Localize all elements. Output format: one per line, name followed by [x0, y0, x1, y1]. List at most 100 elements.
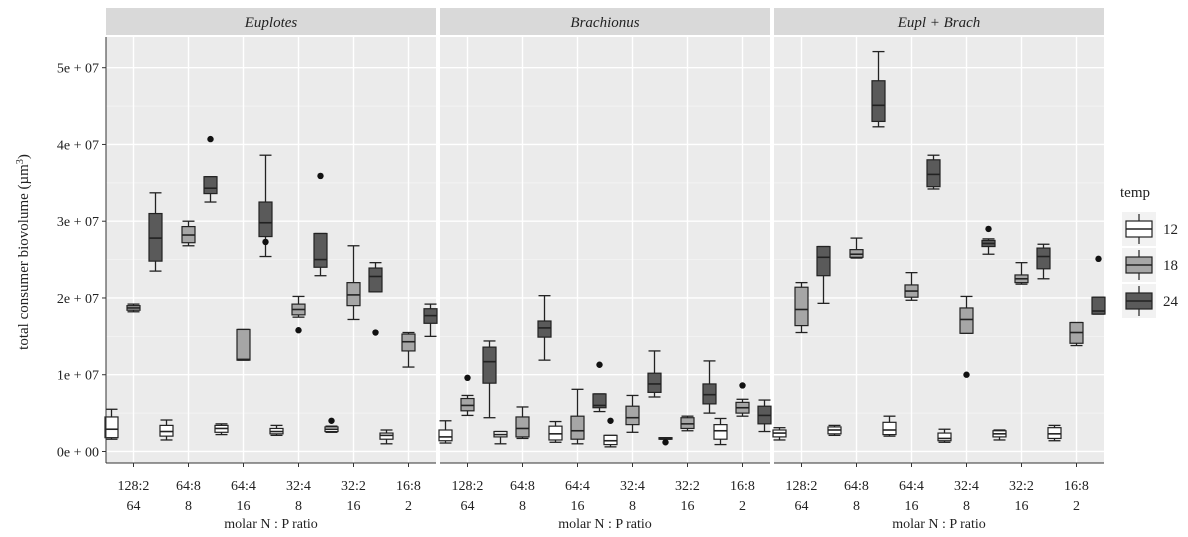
box-12 [548, 420, 563, 443]
x-tick-label-ratio: 64:4 [899, 479, 924, 494]
y-tick-label: 2e + 07 [57, 292, 99, 307]
box-12 [713, 417, 728, 446]
x-tick-label-ratio: 32:2 [675, 479, 700, 494]
box-body [647, 372, 662, 393]
box-24 [647, 350, 662, 398]
box-12 [827, 424, 842, 437]
facet-panel: Euplotes 128:2 64 64:8 8 64:4 16 32:4 8 32:2 16 16:… [104, 8, 438, 532]
x-tick-label-value: 8 [185, 499, 192, 514]
legend-key-18: 18 [1122, 248, 1178, 282]
x-tick-label-ratio: 64:8 [844, 479, 869, 494]
box-24 [871, 50, 886, 128]
x-tick-label-ratio: 16:8 [1064, 479, 1089, 494]
x-axis-label: molar N : P ratio [892, 517, 986, 532]
x-tick-label-value: 64 [127, 499, 141, 514]
box-12 [658, 437, 673, 446]
box-body [537, 320, 552, 338]
outlier-point [295, 327, 302, 334]
box-body [570, 415, 585, 440]
legend-label: 18 [1163, 258, 1178, 274]
outlier-point [328, 417, 335, 424]
x-tick-label-ratio: 64:4 [231, 479, 256, 494]
legend-key-12: 12 [1122, 212, 1178, 246]
box-body [258, 201, 273, 238]
box-body [1036, 247, 1051, 270]
box-body [1091, 296, 1106, 315]
legend: temp 12 18 24 [1120, 185, 1179, 318]
box-18 [401, 331, 416, 368]
y-tick-label: 5e + 07 [57, 62, 99, 77]
outlier-point [596, 361, 603, 368]
outlier-point [262, 238, 269, 246]
box-12 [324, 417, 339, 433]
legend-title: temp [1120, 185, 1150, 201]
box-24 [258, 154, 273, 258]
outlier-point [662, 439, 669, 446]
box-body [937, 432, 952, 442]
x-tick-label-value: 16 [681, 499, 695, 514]
x-tick-label-value: 16 [905, 499, 919, 514]
box-12 [214, 423, 229, 436]
box-body [236, 328, 251, 361]
outlier-point [317, 172, 324, 180]
box-24 [926, 154, 941, 190]
box-24 [368, 262, 383, 336]
box-body [482, 346, 497, 384]
y-axis-label: total consumer biovolume (µm3) [15, 154, 33, 350]
outlier-point [607, 417, 614, 424]
box-18 [126, 303, 141, 313]
legend-label: 24 [1163, 294, 1179, 310]
box-body [313, 232, 328, 268]
box-body [625, 405, 640, 426]
box-body [438, 429, 453, 442]
box-body [871, 80, 886, 123]
box-24 [482, 340, 497, 419]
x-tick-label-value: 16 [571, 499, 585, 514]
outlier-point [207, 135, 214, 143]
facet-panels: Euplotes 128:2 64 64:8 8 64:4 16 32:4 8 32:2 16 16:… [104, 8, 1106, 532]
box-body [959, 307, 974, 334]
box-24 [702, 360, 717, 414]
box-24 [1091, 255, 1106, 315]
box-24 [592, 361, 607, 413]
box-18 [735, 382, 750, 417]
facet-title: Eupl + Brach [897, 15, 981, 31]
box-18 [680, 415, 695, 432]
box-18 [570, 388, 585, 445]
box-18 [849, 237, 864, 259]
outlier-point [963, 371, 970, 378]
x-tick-label-ratio: 64:8 [176, 479, 201, 494]
x-tick-label-ratio: 32:4 [620, 479, 645, 494]
x-tick-label-ratio: 128:2 [452, 479, 484, 494]
box-body [794, 286, 809, 327]
x-tick-label-ratio: 128:2 [118, 479, 150, 494]
x-tick-label-ratio: 32:2 [1009, 479, 1034, 494]
x-tick-label-value: 2 [405, 499, 412, 514]
x-tick-label-value: 16 [1015, 499, 1029, 514]
x-tick-label-ratio: 16:8 [730, 479, 755, 494]
x-tick-label-value: 16 [347, 499, 361, 514]
box-18 [515, 406, 530, 440]
x-tick-label-value: 8 [853, 499, 860, 514]
box-body [926, 159, 941, 188]
box-18 [291, 295, 306, 334]
box-18 [346, 245, 361, 321]
box-24 [757, 399, 772, 433]
box-12 [379, 429, 394, 445]
box-18 [794, 281, 809, 334]
x-tick-label-value: 2 [1073, 499, 1080, 514]
facet-panel: Brachionus 128:2 64 64:8 8 64:4 16 32:4 8 32:2 16 1… [438, 8, 772, 532]
outlier-point [985, 225, 992, 233]
x-tick-label-value: 8 [295, 499, 302, 514]
box-12 [603, 417, 618, 448]
facet-strip [774, 8, 1104, 35]
x-tick-label-value: 64 [461, 499, 475, 514]
x-axis-label: molar N : P ratio [558, 517, 652, 532]
facet-strip [440, 8, 770, 35]
legend-key-24: 24 [1122, 284, 1179, 318]
box-24 [816, 245, 831, 304]
box-12 [104, 408, 119, 440]
x-tick-label-ratio: 128:2 [786, 479, 818, 494]
x-tick-label-value: 64 [795, 499, 809, 514]
